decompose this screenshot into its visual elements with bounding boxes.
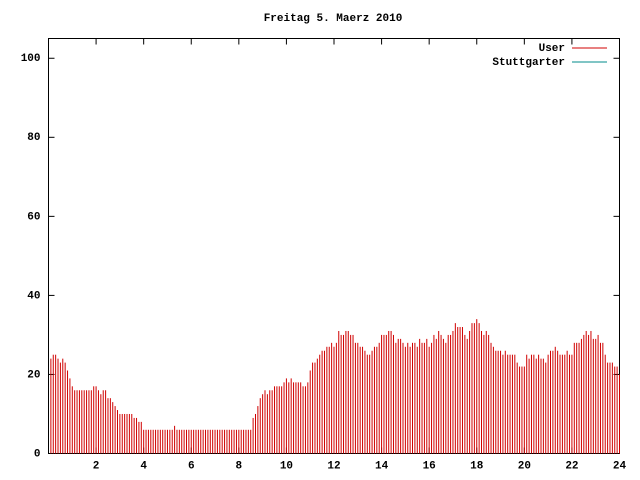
x-tick-label: 10 [280,460,293,472]
x-tick-label: 6 [188,460,195,472]
chart-title: Freitag 5. Maerz 2010 [264,13,403,25]
x-tick-label: 22 [565,460,578,472]
x-tick-label: 12 [327,460,340,472]
x-tick-label: 4 [140,460,147,472]
y-tick-label: 0 [34,448,41,460]
y-tick-label: 40 [27,290,40,302]
x-tick-label: 16 [423,460,436,472]
legend-label: Stuttgarter [492,57,565,69]
x-tick-label: 14 [375,460,389,472]
y-tick-label: 80 [27,132,40,144]
x-tick-label: 24 [613,460,627,472]
y-tick-label: 100 [21,53,41,65]
y-tick-label: 20 [27,369,40,381]
x-tick-label: 18 [470,460,484,472]
x-tick-label: 2 [93,460,100,472]
y-tick-label: 60 [27,211,40,223]
x-tick-label: 20 [518,460,531,472]
legend-label: User [539,43,565,55]
x-tick-label: 8 [236,460,243,472]
